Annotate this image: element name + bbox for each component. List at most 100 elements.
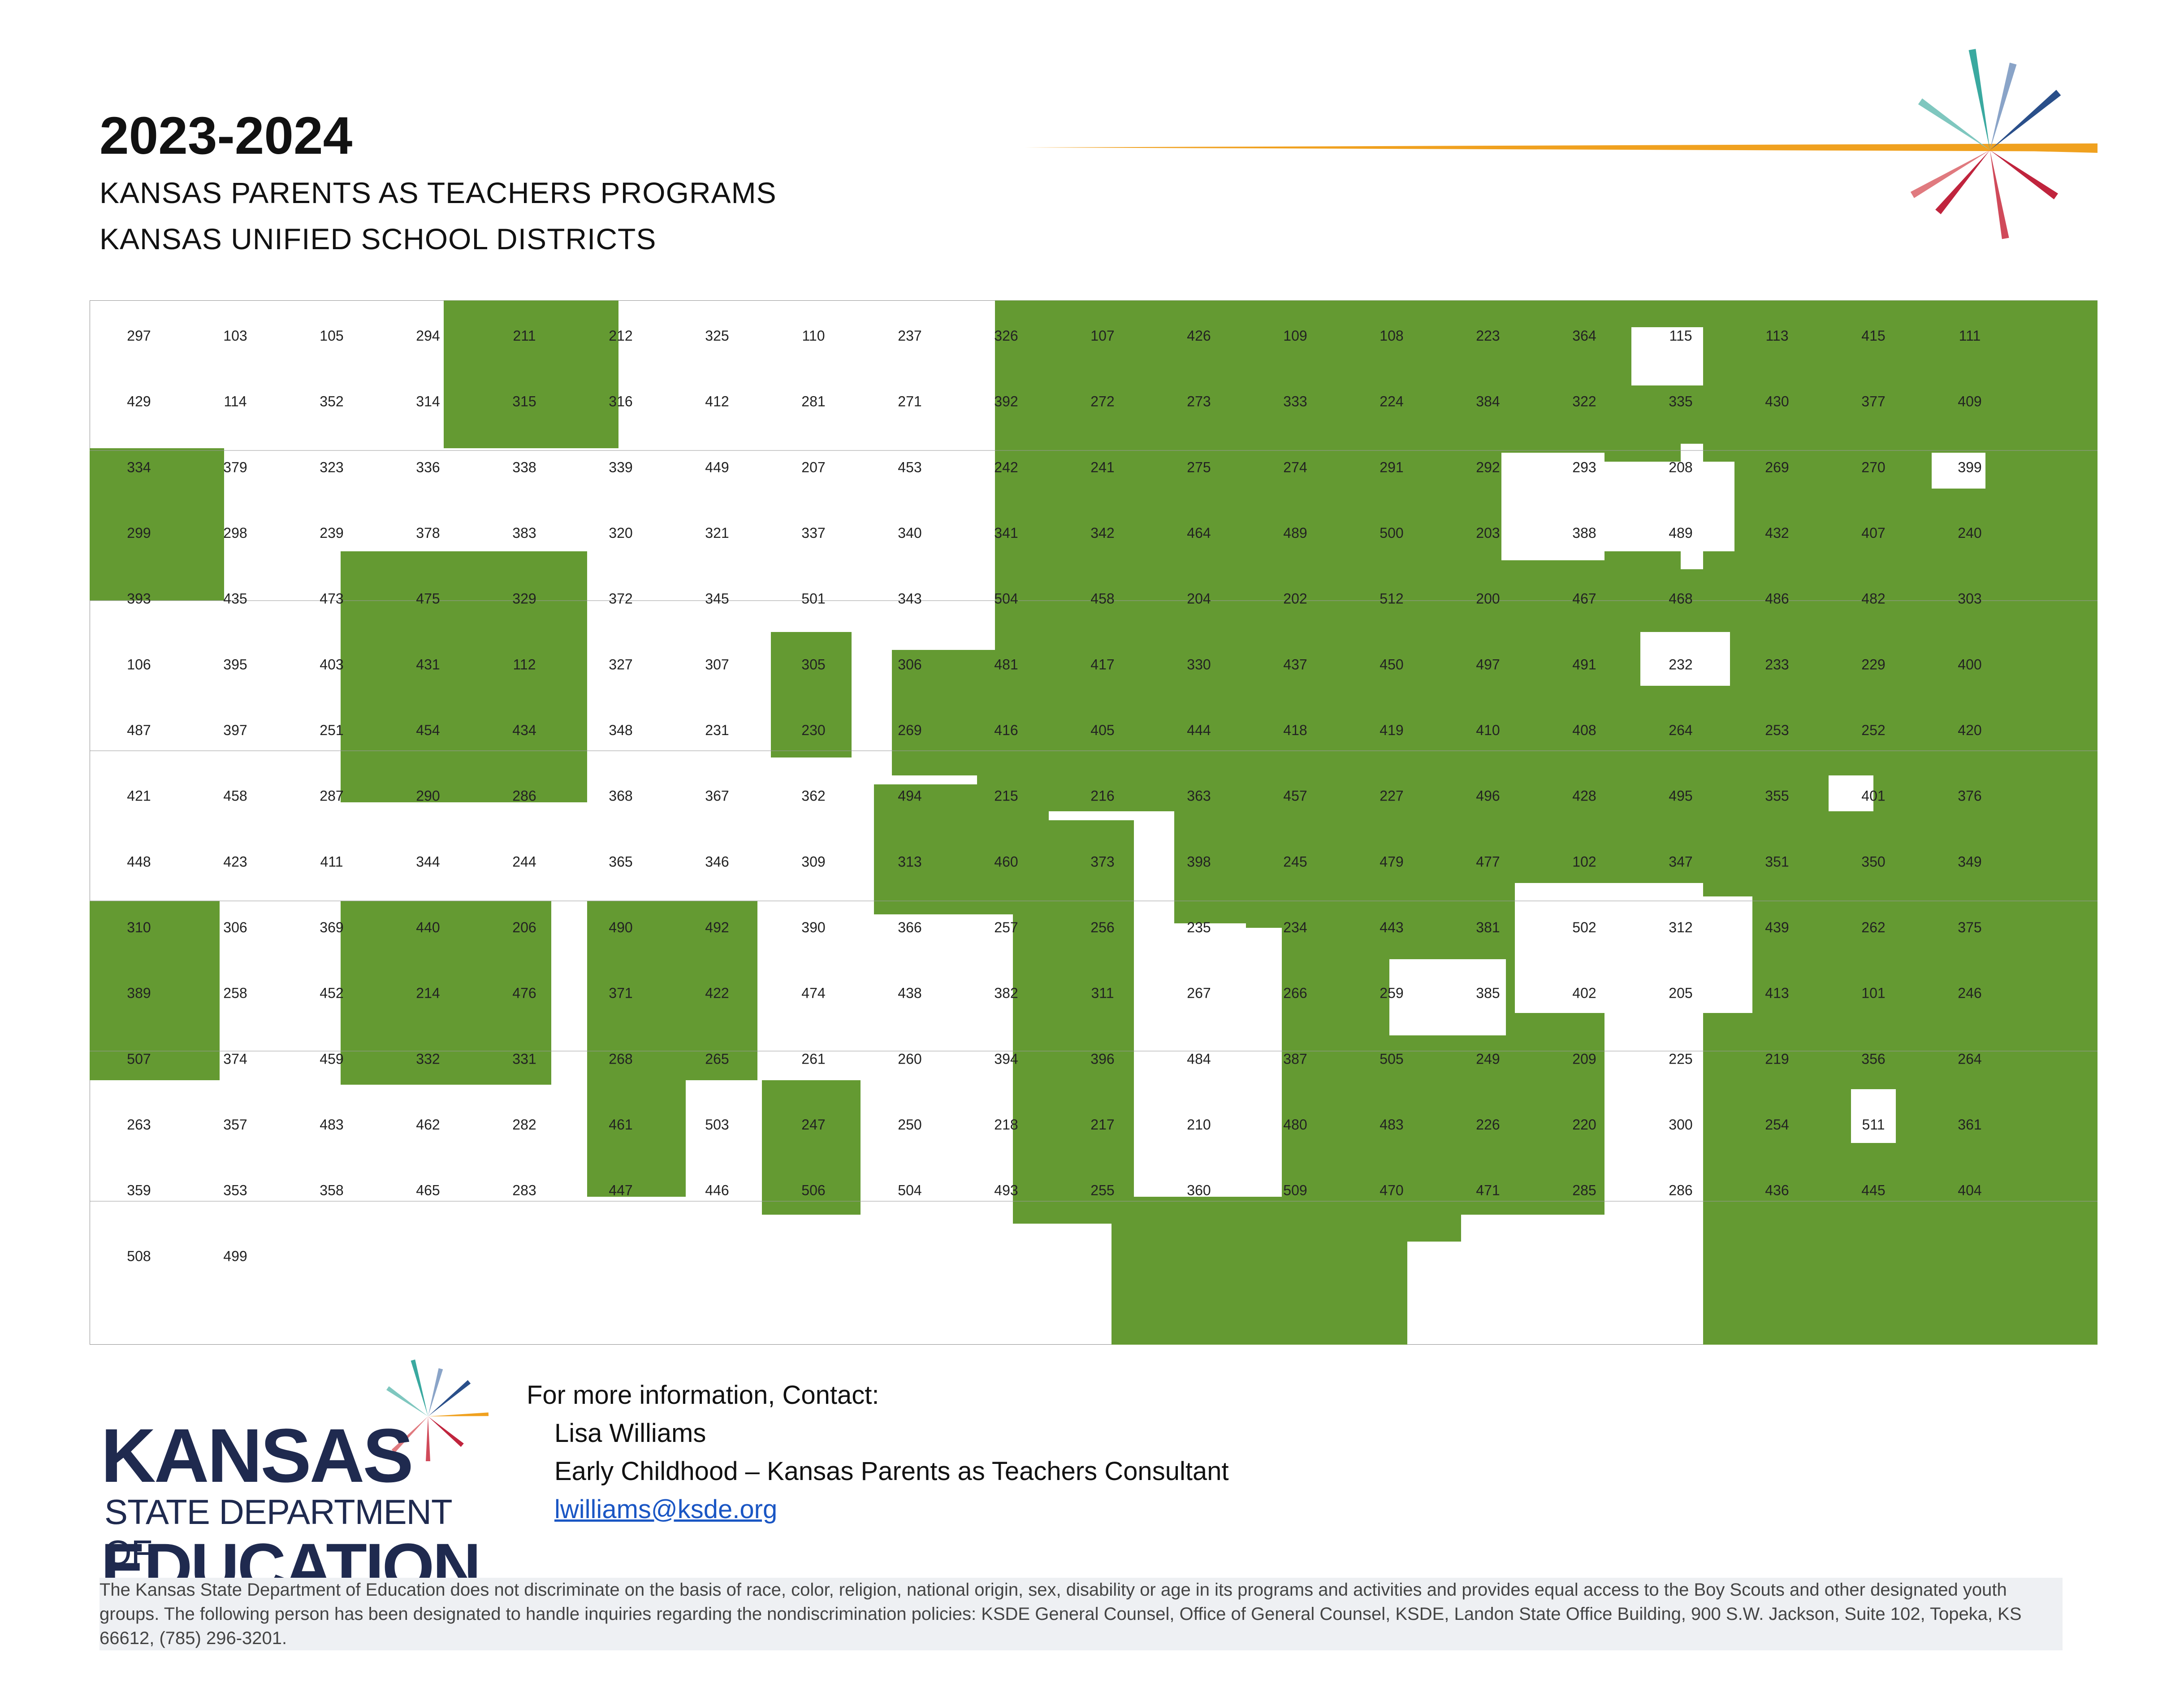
district-number-label: 283 <box>512 1182 536 1199</box>
district-number-label: 298 <box>223 525 247 541</box>
program-district-region <box>587 1062 686 1197</box>
district-number-label: 230 <box>801 722 825 738</box>
district-number-label: 382 <box>994 985 1018 1001</box>
district-number-label: 423 <box>223 853 247 870</box>
district-number-label: 224 <box>1380 394 1403 410</box>
non-program-district-region <box>1582 462 1734 551</box>
district-number-label: 450 <box>1380 656 1403 672</box>
district-number-label: 299 <box>127 525 151 541</box>
district-number-label: 250 <box>898 1117 921 1133</box>
district-number-label: 494 <box>898 788 921 804</box>
district-number-label: 465 <box>416 1182 440 1199</box>
district-number-label: 385 <box>1476 985 1500 1001</box>
district-number-label: 422 <box>705 985 729 1001</box>
district-number-label: 113 <box>1765 328 1788 344</box>
district-number-label: 365 <box>609 853 632 870</box>
district-number-label: 338 <box>512 459 536 475</box>
district-number-label: 334 <box>127 459 151 475</box>
district-number-label: 226 <box>1476 1117 1500 1133</box>
contact-email-link[interactable]: lwilliams@ksde.org <box>554 1495 778 1524</box>
district-number-label: 247 <box>801 1117 825 1133</box>
district-number-label: 421 <box>127 788 151 804</box>
district-number-label: 497 <box>1476 656 1500 672</box>
district-number-label: 285 <box>1572 1182 1596 1199</box>
district-number-label: 366 <box>898 919 921 935</box>
district-number-label: 293 <box>1572 459 1596 475</box>
non-program-district-region <box>1851 1089 1896 1143</box>
district-number-label: 383 <box>512 525 536 541</box>
district-number-label: 431 <box>416 656 440 672</box>
non-program-district-region <box>1515 896 1752 1013</box>
district-number-label: 249 <box>1476 1051 1500 1067</box>
kansas-district-map: 297 103 105 294 211 212 325 110 237 326 107 426 109 1… <box>90 300 2098 1345</box>
district-number-label: 401 <box>1861 788 1885 804</box>
page-subtitle-programs: KANSAS PARENTS AS TEACHERS PROGRAMS <box>99 176 777 209</box>
district-number-label: 272 <box>1090 394 1114 410</box>
district-number-label: 473 <box>320 591 343 607</box>
district-number-label: 379 <box>223 459 247 475</box>
district-number-label: 412 <box>705 394 729 410</box>
district-number-label: 205 <box>1669 985 1692 1001</box>
district-number-label: 416 <box>994 722 1018 738</box>
district-number-label: 320 <box>609 525 632 541</box>
district-number-label: 408 <box>1572 722 1596 738</box>
district-number-label: 458 <box>223 788 247 804</box>
program-district-region <box>1515 569 1739 883</box>
district-number-label: 436 <box>1765 1182 1789 1199</box>
district-number-label: 419 <box>1380 722 1403 738</box>
district-number-label: 474 <box>801 985 825 1001</box>
district-number-label: 329 <box>512 591 536 607</box>
district-number-label: 264 <box>1958 1051 1981 1067</box>
district-number-label: 260 <box>898 1051 921 1067</box>
program-district-region <box>341 901 551 1085</box>
district-number-label: 235 <box>1187 919 1211 935</box>
logo-wordmark-department: STATE DEPARTMENT OF <box>104 1492 452 1572</box>
district-number-label: 459 <box>320 1051 343 1067</box>
district-number-label: 361 <box>1958 1117 1981 1133</box>
district-number-label: 362 <box>801 788 825 804</box>
district-number-label: 259 <box>1380 985 1403 1001</box>
district-number-label: 360 <box>1187 1182 1211 1199</box>
district-number-label: 218 <box>994 1117 1018 1133</box>
district-number-label: 389 <box>127 985 151 1001</box>
district-number-label: 505 <box>1380 1051 1403 1067</box>
district-number-label: 271 <box>898 394 921 410</box>
district-number-label: 418 <box>1283 722 1307 738</box>
district-number-label: 286 <box>1669 1182 1692 1199</box>
district-number-label: 484 <box>1187 1051 1211 1067</box>
district-number-label: 359 <box>127 1182 151 1199</box>
district-number-label: 257 <box>994 919 1018 935</box>
district-number-label: 253 <box>1765 722 1789 738</box>
district-number-label: 311 <box>1091 985 1114 1001</box>
district-number-label: 209 <box>1572 1051 1596 1067</box>
district-number-label: 217 <box>1090 1117 1114 1133</box>
district-number-label: 346 <box>705 853 729 870</box>
district-number-label: 429 <box>127 394 151 410</box>
district-number-label: 343 <box>898 591 921 607</box>
district-number-label: 462 <box>416 1117 440 1133</box>
district-number-label: 342 <box>1090 525 1114 541</box>
district-number-label: 341 <box>994 525 1018 541</box>
district-number-label: 410 <box>1476 722 1500 738</box>
district-number-label: 508 <box>127 1248 151 1264</box>
district-number-label: 490 <box>609 919 632 935</box>
district-number-label: 305 <box>801 656 825 672</box>
district-number-label: 347 <box>1669 853 1692 870</box>
district-number-label: 390 <box>801 919 825 935</box>
district-number-label: 241 <box>1090 459 1114 475</box>
program-district-region <box>1703 1080 1838 1345</box>
district-number-label: 344 <box>416 853 440 870</box>
district-number-label: 420 <box>1958 722 1981 738</box>
district-number-label: 506 <box>801 1182 825 1199</box>
non-program-district-region <box>1389 959 1506 1035</box>
district-number-label: 233 <box>1765 656 1789 672</box>
district-number-label: 404 <box>1958 1182 1981 1199</box>
district-number-label: 202 <box>1283 591 1307 607</box>
nondiscrimination-disclaimer: The Kansas State Department of Education… <box>99 1578 2063 1650</box>
district-number-label: 461 <box>609 1117 632 1133</box>
district-number-label: 330 <box>1187 656 1211 672</box>
contact-title: Early Childhood – Kansas Parents as Teac… <box>554 1457 1229 1486</box>
non-program-district-region <box>1631 327 1703 385</box>
district-number-label: 268 <box>609 1051 632 1067</box>
district-number-label: 409 <box>1958 394 1981 410</box>
